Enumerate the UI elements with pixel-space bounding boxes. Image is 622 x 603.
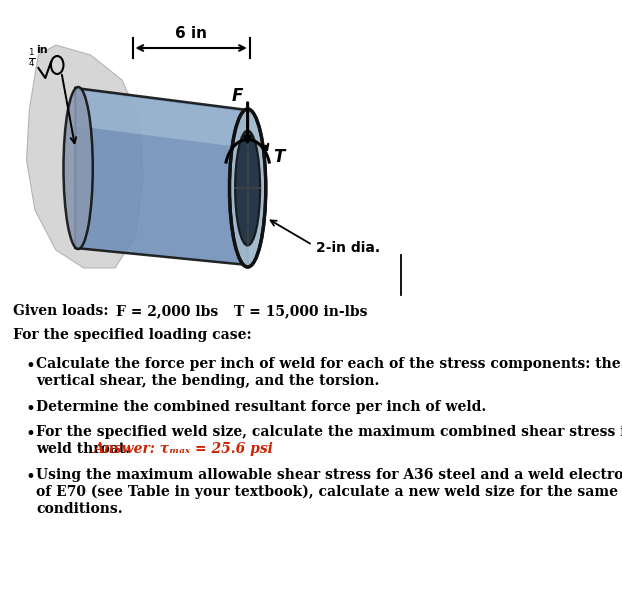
Text: F = 2,000 lbs: F = 2,000 lbs bbox=[116, 304, 218, 318]
Polygon shape bbox=[77, 90, 246, 148]
Text: vertical shear, the bending, and the torsion.: vertical shear, the bending, and the tor… bbox=[36, 374, 379, 388]
Text: Calculate the force per inch of weld for each of the stress components: the: Calculate the force per inch of weld for… bbox=[36, 357, 621, 371]
Text: •: • bbox=[25, 357, 35, 375]
Text: Given loads:: Given loads: bbox=[12, 304, 108, 318]
Ellipse shape bbox=[235, 130, 260, 245]
Text: •: • bbox=[25, 400, 35, 418]
Text: 2-in dia.: 2-in dia. bbox=[316, 241, 380, 255]
Text: 6 in: 6 in bbox=[175, 27, 207, 42]
Text: •: • bbox=[25, 425, 35, 443]
Polygon shape bbox=[75, 88, 248, 265]
Text: Using the maximum allowable shear stress for A36 steel and a weld electrode: Using the maximum allowable shear stress… bbox=[36, 468, 622, 482]
Text: conditions.: conditions. bbox=[36, 502, 123, 516]
Text: •: • bbox=[25, 468, 35, 486]
Text: weld throat.: weld throat. bbox=[36, 442, 131, 456]
Text: T = 15,000 in-lbs: T = 15,000 in-lbs bbox=[234, 304, 368, 318]
Text: F: F bbox=[231, 87, 243, 105]
Text: Answer: τₘₐₓ = 25.6 psi: Answer: τₘₐₓ = 25.6 psi bbox=[93, 442, 273, 456]
Text: of E70 (see Table in your textbook), calculate a new weld size for the same load: of E70 (see Table in your textbook), cal… bbox=[36, 485, 622, 499]
Ellipse shape bbox=[63, 87, 93, 249]
Text: in: in bbox=[36, 45, 48, 55]
Text: $\frac{1}{4}$: $\frac{1}{4}$ bbox=[27, 47, 35, 69]
Text: Determine the combined resultant force per inch of weld.: Determine the combined resultant force p… bbox=[36, 400, 486, 414]
Text: For the specified weld size, calculate the maximum combined shear stress in the: For the specified weld size, calculate t… bbox=[36, 425, 622, 439]
Text: T: T bbox=[273, 148, 285, 166]
Ellipse shape bbox=[230, 109, 266, 267]
Polygon shape bbox=[27, 45, 143, 268]
Text: For the specified loading case:: For the specified loading case: bbox=[12, 328, 251, 342]
